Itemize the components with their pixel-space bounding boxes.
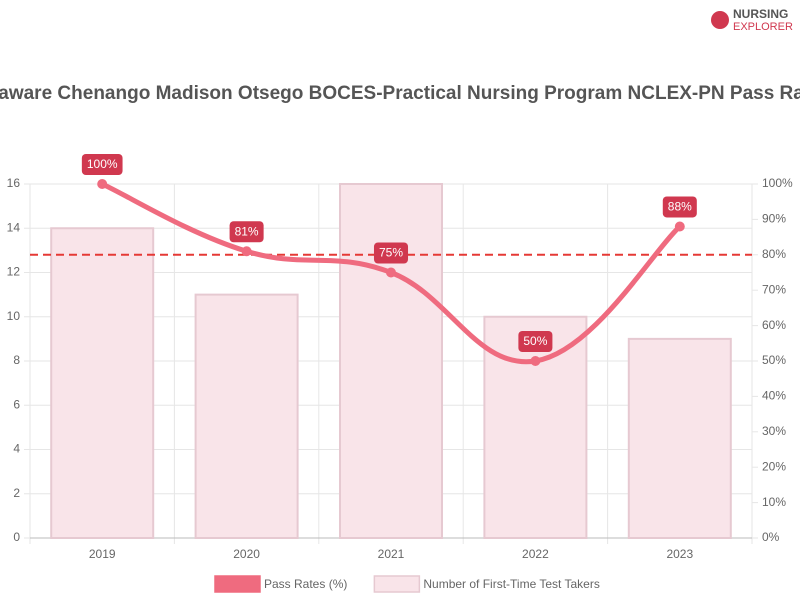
bar	[627, 337, 732, 539]
bar	[483, 315, 588, 539]
line	[99, 181, 683, 365]
y2-tick-label: 90%	[762, 212, 786, 226]
legend-label: Pass Rates (%)	[264, 577, 347, 591]
y2-tick-label: 100%	[762, 176, 793, 190]
y2-tick-label: 20%	[762, 459, 786, 473]
bar	[50, 227, 155, 539]
point	[386, 267, 396, 278]
y-tick-label: 8	[13, 353, 20, 367]
x-tick-label: 2021	[378, 547, 405, 561]
y-tick-label: 16	[7, 176, 21, 190]
logo-text: EXPLORER	[733, 21, 793, 33]
legend-label: Number of First-Time Test Takers	[423, 577, 599, 591]
y2-tick-label: 60%	[762, 318, 786, 332]
y-tick-label: 2	[13, 486, 20, 500]
data-label-box	[518, 331, 553, 352]
y2-tick-label: 40%	[762, 389, 786, 403]
y2-tick-label: 70%	[762, 282, 786, 296]
bar	[194, 293, 299, 539]
y-tick-label: 4	[13, 442, 20, 456]
logo-icon	[711, 11, 729, 29]
data-label-box	[229, 221, 264, 243]
y2-tick-label: 10%	[762, 495, 786, 509]
data-label-text: 75%	[379, 246, 403, 260]
data-label: 81%	[229, 221, 264, 243]
y-tick-label: 14	[7, 220, 21, 234]
data-label: 88%	[662, 196, 697, 218]
chart-title: Delaware Chenango Madison Otsego BOCES-P…	[0, 83, 800, 104]
x-tick-label: 2019	[89, 547, 116, 561]
y-tick-label: 12	[7, 265, 21, 279]
point	[674, 221, 685, 232]
point	[97, 179, 108, 189]
logo-text: NURSING	[733, 7, 788, 21]
data-label-box	[81, 154, 123, 175]
point	[530, 356, 541, 366]
y2-tick-label: 0%	[762, 530, 780, 544]
y2-tick-label: 30%	[762, 424, 786, 438]
x-tick-label: 2023	[666, 547, 693, 561]
y2-tick-label: 80%	[762, 247, 786, 261]
data-label: 100%	[81, 154, 123, 175]
data-label: 50%	[518, 331, 553, 352]
legend-swatch	[214, 575, 261, 593]
y-tick-label: 10	[7, 309, 21, 323]
y-tick-label: 6	[13, 397, 20, 411]
data-label-text: 100%	[87, 157, 118, 171]
y-tick-label: 0	[13, 530, 20, 544]
data-label: 75%	[373, 242, 409, 264]
data-label-text: 88%	[668, 200, 692, 214]
data-label-box	[662, 196, 697, 218]
data-label-box	[373, 242, 409, 264]
bar	[339, 183, 443, 539]
y2-tick-label: 50%	[762, 353, 786, 367]
data-label-text: 50%	[523, 334, 547, 348]
x-tick-label: 2020	[233, 547, 260, 561]
x-tick-label: 2022	[522, 547, 549, 561]
data-label-text: 81%	[235, 224, 259, 238]
legend-swatch	[373, 575, 421, 593]
point	[241, 246, 252, 257]
